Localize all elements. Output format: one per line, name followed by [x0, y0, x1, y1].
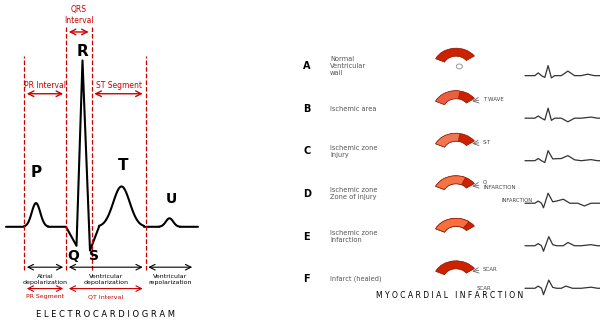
Text: QRS
Interval: QRS Interval: [64, 6, 94, 25]
Wedge shape: [436, 218, 475, 232]
Wedge shape: [436, 261, 475, 275]
Text: SCAR: SCAR: [483, 267, 498, 272]
Text: T WAVE: T WAVE: [483, 97, 504, 102]
Wedge shape: [436, 48, 475, 62]
Wedge shape: [436, 176, 475, 190]
Text: Ischemic zone
Zone of injury: Ischemic zone Zone of injury: [330, 188, 377, 201]
Text: A: A: [303, 62, 311, 71]
Wedge shape: [436, 91, 460, 105]
Text: ST Segment: ST Segment: [95, 81, 142, 90]
Wedge shape: [436, 218, 469, 232]
Text: R: R: [77, 44, 88, 59]
Wedge shape: [436, 176, 466, 190]
Wedge shape: [436, 133, 460, 147]
Text: Normal
Ventricular
wall: Normal Ventricular wall: [330, 56, 366, 76]
Text: S: S: [89, 249, 98, 263]
Wedge shape: [436, 91, 475, 105]
Text: Ischemic zone
Injury: Ischemic zone Injury: [330, 145, 377, 158]
Text: Ventricular
depolarization: Ventricular depolarization: [83, 274, 128, 285]
Text: SCAR: SCAR: [477, 286, 492, 291]
Wedge shape: [436, 133, 475, 147]
Text: INFARCTION: INFARCTION: [501, 198, 532, 203]
Text: Ischemic zone
Infarction: Ischemic zone Infarction: [330, 230, 377, 243]
Text: Atrial
depolarization: Atrial depolarization: [23, 274, 67, 285]
Text: S-T: S-T: [483, 140, 491, 145]
Text: F: F: [303, 274, 310, 284]
Text: Ventricular
repolarization: Ventricular repolarization: [149, 274, 192, 285]
Text: Q: Q: [68, 249, 79, 263]
Text: T: T: [118, 158, 128, 173]
Text: Ischemic area: Ischemic area: [330, 106, 377, 112]
Text: PR Segment: PR Segment: [26, 294, 64, 299]
Text: QT Interval: QT Interval: [88, 294, 124, 299]
Text: C: C: [303, 146, 310, 156]
Text: B: B: [303, 104, 310, 114]
Text: E: E: [303, 232, 310, 241]
Text: E L E C T R O C A R D I O G R A M: E L E C T R O C A R D I O G R A M: [35, 310, 175, 319]
Text: PR Interval: PR Interval: [24, 81, 66, 90]
Text: Infarct (healed): Infarct (healed): [330, 276, 382, 282]
Text: P: P: [31, 165, 41, 180]
Text: M Y O C A R D I A L   I N F A R C T I O N: M Y O C A R D I A L I N F A R C T I O N: [376, 291, 524, 300]
Text: U: U: [166, 192, 176, 206]
Text: D: D: [303, 189, 311, 199]
Text: Q
INFARCTION: Q INFARCTION: [483, 179, 515, 190]
